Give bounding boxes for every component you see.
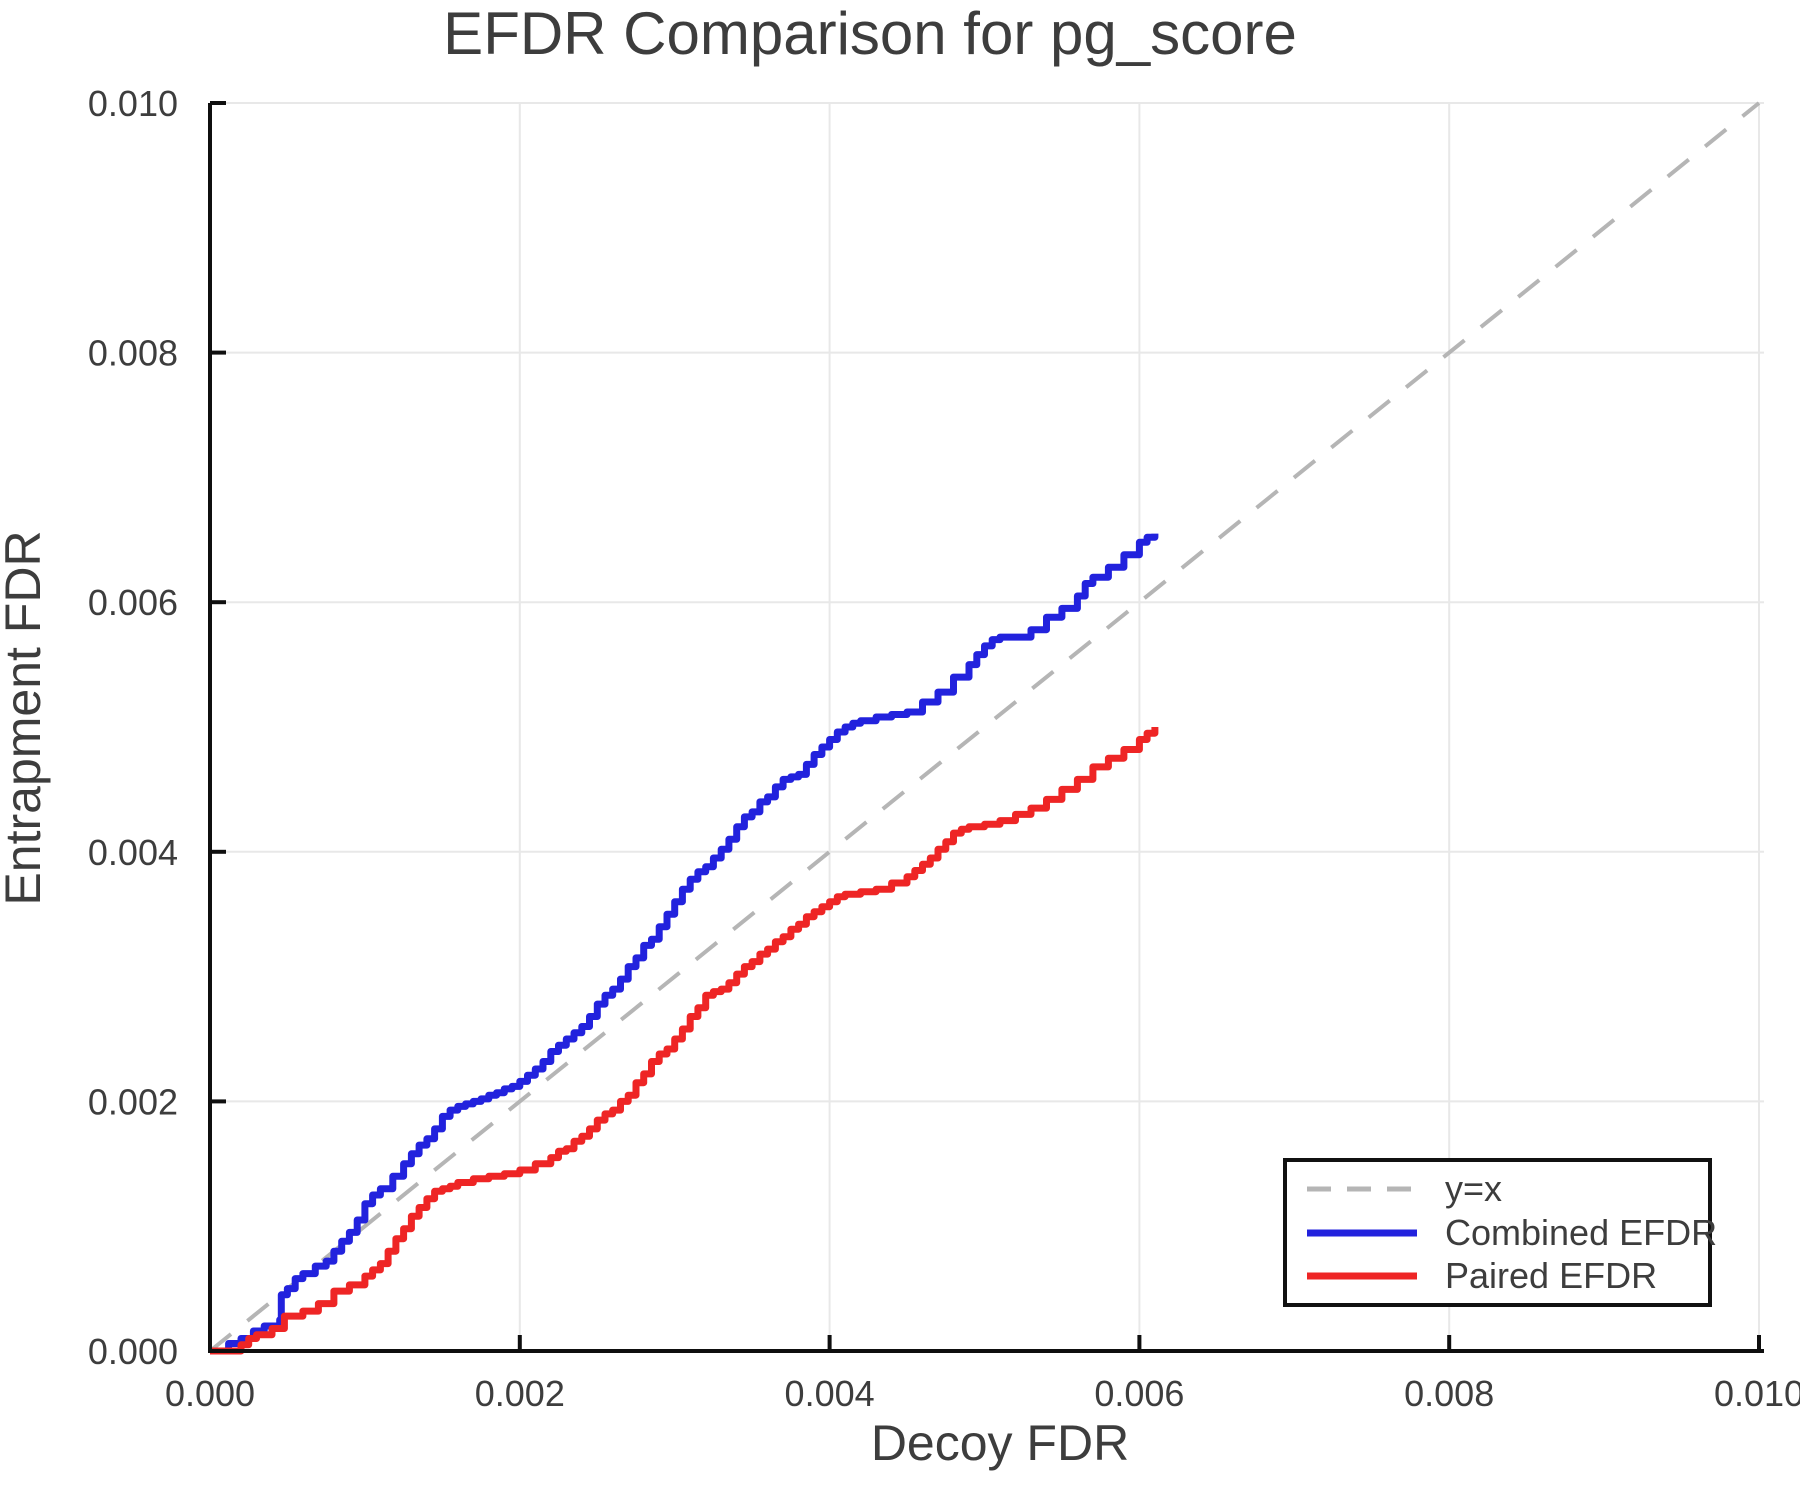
series-line-combined-efdr <box>210 533 1159 1355</box>
legend-item-paired: Paired EFDR <box>1307 1255 1708 1297</box>
chart-title: EFDR Comparison for pg_score <box>443 0 1297 67</box>
y-axis-label: Entrapment FDR <box>0 530 51 905</box>
axis-spines <box>208 103 1764 1353</box>
combined-line-sample-icon <box>1307 1229 1417 1236</box>
paired-line-sample-icon <box>1307 1272 1417 1280</box>
series-line-y-x <box>208 101 1761 1353</box>
y-tick-label: 0.004 <box>88 832 178 873</box>
legend-label-paired: Paired EFDR <box>1445 1255 1658 1297</box>
legend-label-combined: Combined EFDR <box>1445 1211 1718 1253</box>
x-tick-label: 0.002 <box>475 1373 565 1414</box>
x-tick-label: 0.000 <box>165 1373 255 1414</box>
tick-labels: 0.000 0.002 0.004 0.006 0.008 0.010 0.000 0.002… <box>88 83 1800 1414</box>
identity-line-sample-icon <box>1307 1186 1417 1192</box>
legend-label-identity: y=x <box>1445 1167 1503 1209</box>
legend-item-combined: Combined EFDR <box>1307 1212 1717 1254</box>
series-line-paired-efdr <box>210 727 1159 1355</box>
y-tick-label: 0.006 <box>88 582 178 623</box>
y-tick-label: 0.002 <box>88 1081 178 1122</box>
x-axis-label: Decoy FDR <box>871 1415 1129 1471</box>
legend-item-identity: y=x <box>1307 1168 1708 1210</box>
y-tick-label: 0.008 <box>88 333 178 374</box>
x-tick-label: 0.006 <box>1094 1373 1184 1414</box>
x-tick-label: 0.010 <box>1714 1373 1800 1414</box>
legend: y=x Combined EFDR Paired EFDR <box>1283 1158 1717 1307</box>
y-tick-label: 0.000 <box>88 1331 178 1372</box>
series-lines <box>208 101 1761 1355</box>
x-tick-label: 0.004 <box>785 1373 875 1414</box>
axis-ticks <box>208 101 1761 1353</box>
x-tick-label: 0.008 <box>1404 1373 1494 1414</box>
y-tick-label: 0.010 <box>88 83 178 124</box>
